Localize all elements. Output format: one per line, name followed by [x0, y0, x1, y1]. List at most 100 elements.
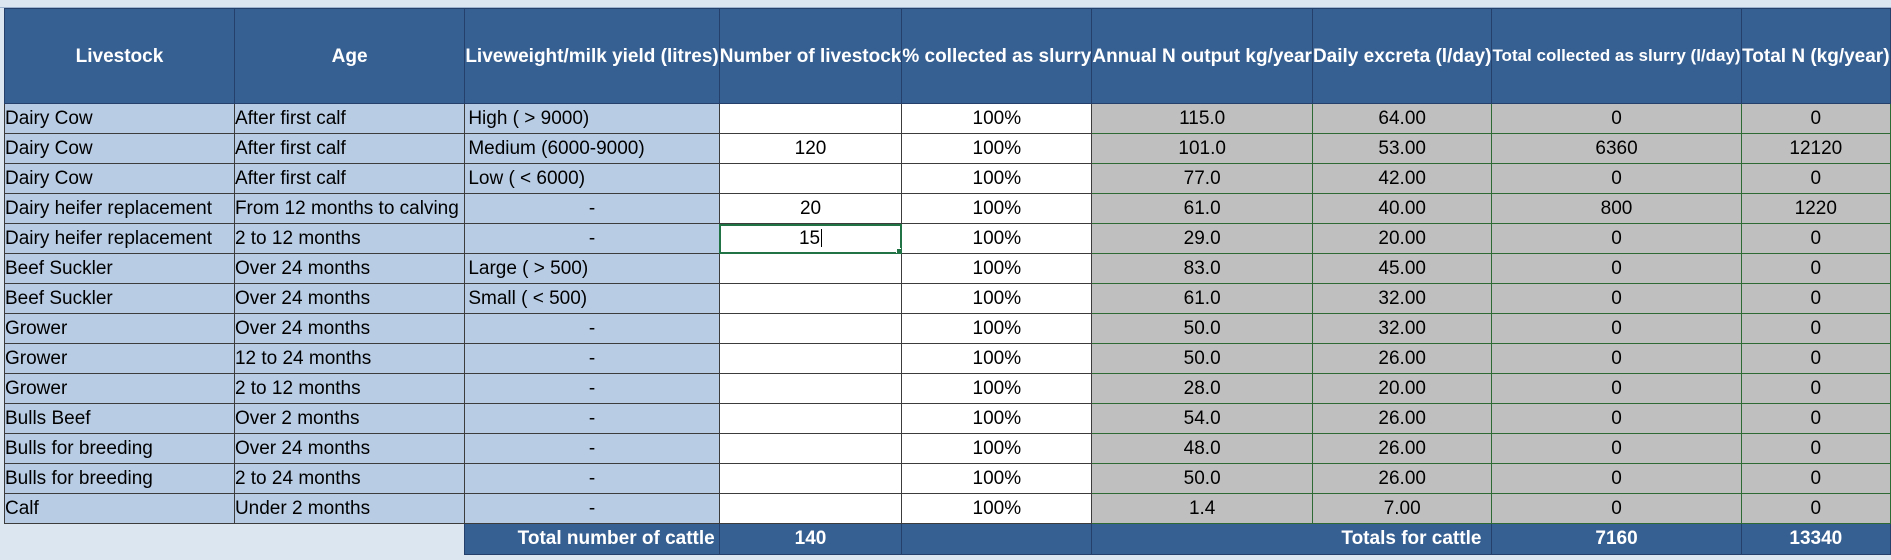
cell-annual-n[interactable]: 28.0	[1091, 373, 1313, 404]
cell-total-n[interactable]: 0	[1740, 103, 1891, 134]
cell-age[interactable]: Under 2 months	[233, 493, 466, 524]
totals-for-cattle-label[interactable]: Totals for cattle	[1091, 523, 1493, 555]
totals-collected-value[interactable]: 7160	[1491, 523, 1742, 555]
cell-liveweight[interactable]: Medium (6000-9000)	[464, 133, 720, 164]
cell-total-collected[interactable]: 6360	[1491, 133, 1742, 164]
cell-daily-excreta[interactable]: 45.00	[1311, 253, 1493, 284]
cell-livestock[interactable]: Grower	[4, 373, 235, 404]
cell-number-input[interactable]	[718, 373, 903, 404]
cell-annual-n[interactable]: 54.0	[1091, 403, 1313, 434]
cell-annual-n[interactable]: 77.0	[1091, 163, 1313, 194]
cell-daily-excreta[interactable]: 20.00	[1311, 223, 1493, 254]
cell-pct-slurry[interactable]: 100%	[901, 163, 1093, 194]
cell-daily-excreta[interactable]: 26.00	[1311, 343, 1493, 374]
cell-total-n[interactable]: 0	[1740, 463, 1891, 494]
cell-age[interactable]: After first calf	[233, 133, 466, 164]
cell-age[interactable]: Over 24 months	[233, 283, 466, 314]
header-number[interactable]: Number of livestock	[718, 8, 903, 104]
cell-total-collected[interactable]: 800	[1491, 193, 1742, 224]
cell-livestock[interactable]: Dairy Cow	[4, 133, 235, 164]
cell-total-collected[interactable]: 0	[1491, 163, 1742, 194]
cell-annual-n[interactable]: 115.0	[1091, 103, 1313, 134]
cell-annual-n[interactable]: 29.0	[1091, 223, 1313, 254]
cell-livestock[interactable]: Grower	[4, 343, 235, 374]
cell-liveweight[interactable]: Low ( < 6000)	[464, 163, 720, 194]
cell-liveweight[interactable]: High ( > 9000)	[464, 103, 720, 134]
header-annual-n[interactable]: Annual N output kg/year	[1091, 8, 1313, 104]
cell-age[interactable]: 12 to 24 months	[233, 343, 466, 374]
cell-age[interactable]: Over 24 months	[233, 253, 466, 284]
cell-liveweight[interactable]: -	[464, 193, 720, 224]
header-total-collected[interactable]: Total collected as slurry (l/day)	[1491, 8, 1742, 104]
cell-total-n[interactable]: 0	[1740, 253, 1891, 284]
cell-livestock[interactable]: Bulls Beef	[4, 403, 235, 434]
cell-number-input[interactable]	[718, 163, 903, 194]
cell-number-input[interactable]	[718, 283, 903, 314]
header-daily-excreta[interactable]: Daily excreta (l/day)	[1311, 8, 1493, 104]
header-pct-slurry[interactable]: % collected as slurry	[901, 8, 1093, 104]
cell-total-collected[interactable]: 0	[1491, 403, 1742, 434]
cell-annual-n[interactable]: 61.0	[1091, 193, 1313, 224]
cell-pct-slurry[interactable]: 100%	[901, 103, 1093, 134]
cell-daily-excreta[interactable]: 64.00	[1311, 103, 1493, 134]
cell-age[interactable]: From 12 months to calving	[233, 193, 466, 224]
cell-annual-n[interactable]: 48.0	[1091, 433, 1313, 464]
cell-pct-slurry[interactable]: 100%	[901, 133, 1093, 164]
cell-number-input[interactable]: 20	[718, 193, 903, 224]
cell-liveweight[interactable]: -	[464, 493, 720, 524]
header-age[interactable]: Age	[233, 8, 466, 104]
cell-pct-slurry[interactable]: 100%	[901, 403, 1093, 434]
cell-daily-excreta[interactable]: 26.00	[1311, 403, 1493, 434]
cell-liveweight[interactable]: -	[464, 463, 720, 494]
fill-handle[interactable]	[896, 248, 901, 253]
cell-pct-slurry[interactable]: 100%	[901, 193, 1093, 224]
header-liveweight[interactable]: Liveweight/milk yield (litres)	[464, 8, 720, 104]
cell-number-input[interactable]	[718, 403, 903, 434]
cell-number-input[interactable]	[718, 343, 903, 374]
cell-daily-excreta[interactable]: 26.00	[1311, 433, 1493, 464]
cell-livestock[interactable]: Grower	[4, 313, 235, 344]
cell-pct-slurry[interactable]: 100%	[901, 313, 1093, 344]
cell-number-input[interactable]	[718, 493, 903, 524]
cell-number-input[interactable]	[718, 253, 903, 284]
cell-liveweight[interactable]: -	[464, 223, 720, 254]
cell-number-input[interactable]	[718, 463, 903, 494]
cell-age[interactable]: 2 to 12 months	[233, 223, 466, 254]
cell-total-n[interactable]: 0	[1740, 373, 1891, 404]
totals-n-value[interactable]: 13340	[1740, 523, 1891, 555]
cell-total-n[interactable]: 0	[1740, 343, 1891, 374]
cell-total-collected[interactable]: 0	[1491, 253, 1742, 284]
cell-total-collected[interactable]: 0	[1491, 283, 1742, 314]
cell-total-n[interactable]: 0	[1740, 223, 1891, 254]
cell-liveweight[interactable]: -	[464, 343, 720, 374]
cell-total-collected[interactable]: 0	[1491, 433, 1742, 464]
cell-total-collected[interactable]: 0	[1491, 373, 1742, 404]
cell-total-collected[interactable]: 0	[1491, 463, 1742, 494]
cell-total-n[interactable]: 0	[1740, 313, 1891, 344]
cell-age[interactable]: Over 24 months	[233, 313, 466, 344]
cell-liveweight[interactable]: Small ( < 500)	[464, 283, 720, 314]
cell-age[interactable]: After first calf	[233, 163, 466, 194]
cell-total-n[interactable]: 0	[1740, 403, 1891, 434]
active-cell-number-input[interactable]: 15	[718, 223, 903, 254]
cell-daily-excreta[interactable]: 40.00	[1311, 193, 1493, 224]
total-cattle-value[interactable]: 140	[718, 523, 903, 555]
cell-pct-slurry[interactable]: 100%	[901, 433, 1093, 464]
cell-daily-excreta[interactable]: 32.00	[1311, 313, 1493, 344]
cell-total-n[interactable]: 1220	[1740, 193, 1891, 224]
cell-pct-slurry[interactable]: 100%	[901, 223, 1093, 254]
cell-total-n[interactable]: 0	[1740, 433, 1891, 464]
total-cattle-label[interactable]: Total number of cattle	[464, 523, 720, 555]
cell-daily-excreta[interactable]: 32.00	[1311, 283, 1493, 314]
cell-livestock[interactable]: Dairy heifer replacement	[4, 193, 235, 224]
cell-total-n[interactable]: 0	[1740, 163, 1891, 194]
cell-daily-excreta[interactable]: 20.00	[1311, 373, 1493, 404]
cell-annual-n[interactable]: 50.0	[1091, 313, 1313, 344]
cell-annual-n[interactable]: 50.0	[1091, 463, 1313, 494]
cell-number-input[interactable]: 120	[718, 133, 903, 164]
cell-number-input[interactable]	[718, 433, 903, 464]
cell-liveweight[interactable]: -	[464, 313, 720, 344]
cell-age[interactable]: 2 to 24 months	[233, 463, 466, 494]
cell-liveweight[interactable]: Large ( > 500)	[464, 253, 720, 284]
cell-total-collected[interactable]: 0	[1491, 313, 1742, 344]
